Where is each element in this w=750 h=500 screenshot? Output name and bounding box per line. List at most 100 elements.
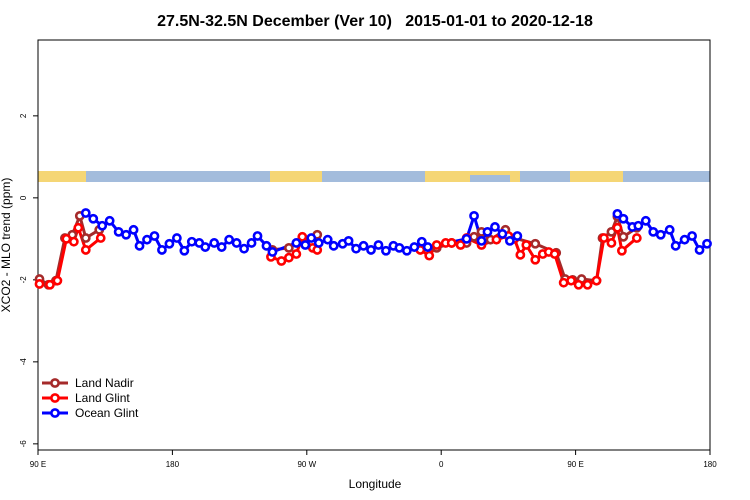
y-tick-label: -2 — [19, 276, 28, 284]
data-point — [216, 242, 227, 252]
data-point — [343, 235, 354, 246]
data-point — [52, 275, 63, 286]
data-point — [252, 231, 263, 241]
data-point — [687, 231, 697, 241]
data-point — [300, 240, 311, 250]
data-point — [591, 275, 602, 286]
data-point — [224, 234, 235, 245]
data-point — [164, 238, 175, 249]
data-point — [73, 222, 84, 233]
land-band — [270, 171, 322, 182]
x-tick-label: 90 E — [30, 460, 46, 469]
x-axis-label: Longitude — [349, 477, 402, 491]
data-point — [373, 240, 384, 250]
data-point — [291, 238, 302, 248]
data-point — [573, 279, 584, 290]
data-point — [149, 231, 160, 241]
data-point — [631, 233, 642, 243]
data-point — [80, 233, 91, 243]
data-point — [121, 229, 132, 240]
data-point — [461, 233, 472, 244]
data-point — [381, 245, 391, 256]
data-point — [322, 234, 333, 245]
data-point — [482, 226, 493, 237]
data-point — [128, 224, 139, 235]
data-point — [640, 215, 651, 226]
data-point — [664, 224, 675, 235]
data-point — [455, 240, 466, 250]
data-point — [491, 234, 502, 245]
data-point — [209, 238, 220, 248]
data-point — [521, 240, 532, 250]
data-point — [670, 240, 681, 251]
legend-marker — [50, 393, 60, 403]
data-point — [104, 215, 115, 226]
x-tick-label: 180 — [166, 460, 180, 469]
data-point — [246, 238, 257, 248]
data-point — [171, 233, 182, 243]
data-point — [476, 235, 487, 246]
y-tick-label: 0 — [19, 195, 28, 200]
data-point — [306, 233, 317, 243]
legend-marker — [50, 408, 60, 418]
data-point — [45, 279, 55, 290]
data-point — [424, 250, 435, 261]
x-tick-label: 180 — [703, 460, 717, 469]
data-point — [633, 220, 644, 231]
data-point — [297, 231, 308, 242]
data-point — [599, 233, 609, 243]
data-point — [612, 208, 623, 219]
data-point — [409, 242, 420, 252]
y-tick-label: 2 — [19, 113, 28, 118]
data-point — [694, 245, 705, 255]
data-point — [328, 240, 339, 251]
data-point — [276, 256, 287, 266]
data-point — [291, 249, 302, 259]
y-tick-label: -4 — [19, 358, 28, 366]
land-mask-strip — [38, 171, 710, 182]
data-point — [679, 234, 690, 245]
data-point — [616, 245, 627, 256]
data-point — [142, 234, 152, 245]
data-point — [702, 238, 712, 249]
data-point — [549, 249, 560, 259]
data-point — [88, 213, 99, 224]
data-point — [446, 238, 457, 248]
x-tick-label: 90 E — [567, 460, 583, 469]
data-point — [504, 235, 515, 246]
data-point — [179, 245, 190, 256]
data-point — [157, 245, 167, 255]
data-point — [313, 238, 324, 248]
data-point — [558, 277, 569, 288]
data-point — [351, 243, 361, 254]
ocean-band — [38, 171, 710, 182]
data-point — [648, 226, 659, 237]
legend-label: Ocean Glint — [75, 406, 139, 420]
data-point — [80, 245, 91, 255]
x-tick-label: 90 W — [297, 460, 316, 469]
data-point — [113, 226, 124, 237]
data-point — [515, 249, 526, 260]
data-point — [97, 220, 108, 231]
data-point — [512, 231, 523, 241]
data-point — [366, 245, 376, 255]
data-point — [612, 222, 623, 233]
data-point — [61, 233, 72, 244]
data-point — [34, 279, 45, 289]
data-point — [422, 242, 433, 252]
data-point — [283, 242, 294, 253]
data-point — [394, 242, 405, 253]
x-tick-label: 0 — [439, 460, 444, 469]
data-point — [358, 240, 369, 251]
ocean-band — [470, 175, 510, 182]
data-point — [80, 208, 91, 218]
legend-label: Land Nadir — [75, 376, 134, 390]
data-point — [95, 233, 106, 243]
data-point — [618, 231, 629, 242]
data-point — [490, 222, 500, 232]
data-point — [267, 247, 278, 257]
data-point — [401, 245, 412, 256]
data-point — [530, 238, 541, 249]
